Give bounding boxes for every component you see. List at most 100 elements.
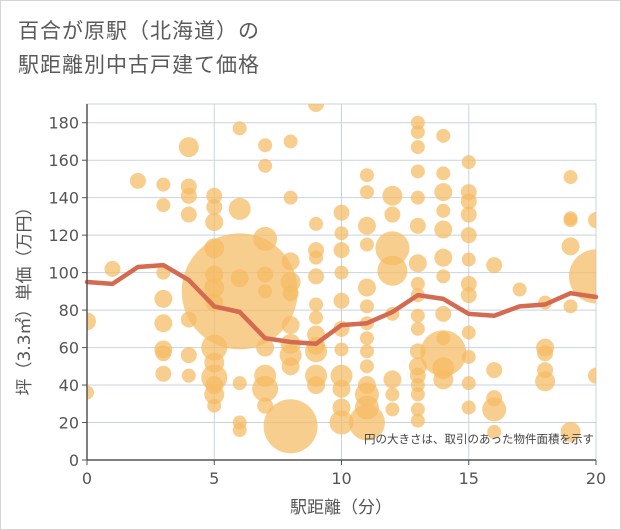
data-bubble	[486, 257, 503, 274]
data-bubble	[305, 340, 328, 363]
data-bubble	[482, 397, 507, 422]
data-bubble	[129, 172, 146, 189]
data-bubble	[178, 137, 199, 158]
data-bubble	[282, 285, 299, 302]
x-tick-label: 15	[459, 469, 479, 488]
data-bubble	[537, 345, 554, 362]
data-bubble	[410, 276, 425, 291]
data-bubble	[252, 375, 279, 402]
data-bubble	[156, 177, 171, 192]
x-tick-label: 5	[209, 469, 219, 488]
chart-annotation: 円の大きさは、取引のあった物件面積を示す	[364, 432, 594, 446]
data-bubble	[569, 249, 596, 304]
data-bubble	[460, 287, 477, 304]
data-bubble	[588, 212, 596, 229]
data-bubble	[232, 376, 247, 391]
data-bubble	[588, 367, 596, 384]
data-bubble	[434, 183, 453, 202]
data-bubble	[309, 297, 324, 312]
data-bubble	[359, 344, 374, 359]
data-bubble	[154, 289, 173, 308]
data-bubble	[460, 206, 477, 223]
data-bubble	[461, 252, 476, 267]
data-bubble	[258, 158, 273, 173]
data-bubble	[330, 364, 353, 387]
data-bubble	[410, 164, 425, 179]
data-bubble	[257, 266, 274, 283]
data-bubble	[206, 187, 223, 204]
data-bubble	[87, 385, 94, 400]
data-bubble	[205, 376, 224, 395]
data-bubble	[460, 275, 477, 292]
data-bubble	[283, 190, 298, 205]
data-bubble	[228, 197, 251, 220]
data-bubble	[385, 402, 400, 417]
x-axis-label: 駅距離（分）	[290, 498, 392, 518]
y-tick-label: 40	[59, 376, 79, 395]
data-bubble	[410, 125, 425, 140]
data-bubble	[333, 242, 350, 259]
data-bubble	[563, 170, 578, 185]
data-bubble	[332, 379, 351, 398]
data-bubble	[563, 299, 578, 314]
data-bubble	[357, 216, 376, 235]
data-bubble	[535, 371, 556, 392]
data-bubble	[156, 198, 171, 213]
y-tick-label: 140	[48, 189, 79, 208]
data-bubble	[258, 138, 273, 153]
data-bubble	[436, 166, 451, 181]
data-bubble	[348, 404, 385, 441]
data-bubble	[333, 204, 350, 221]
data-bubble	[384, 206, 401, 223]
data-bubble	[232, 423, 247, 438]
data-bubble	[408, 254, 427, 273]
data-bubble	[308, 268, 325, 285]
data-bubble	[561, 237, 580, 256]
data-bubble	[410, 413, 425, 428]
data-bubble	[205, 213, 224, 232]
trend-line-group	[84, 262, 599, 347]
data-bubble	[334, 226, 349, 241]
data-bubble	[155, 345, 172, 362]
data-bubble	[434, 248, 453, 267]
data-bubble	[257, 397, 274, 414]
data-bubble	[281, 357, 300, 376]
chart-title: 百合が原駅（北海道）の 駅距離別中古戸建て価格	[18, 14, 260, 82]
data-bubble	[281, 316, 300, 335]
data-bubble	[283, 134, 298, 149]
data-bubble	[382, 185, 403, 206]
data-bubble	[461, 325, 476, 340]
data-bubble	[436, 269, 451, 284]
data-bubble	[385, 387, 400, 402]
data-bubble	[334, 342, 349, 357]
data-bubble	[181, 233, 298, 350]
y-tick-label: 120	[48, 226, 79, 245]
data-bubble	[307, 376, 326, 395]
y-tick-label: 100	[48, 264, 79, 283]
data-bubble	[560, 421, 581, 442]
x-tick-label: 10	[331, 469, 351, 488]
data-bubble	[461, 349, 476, 364]
data-bubble	[461, 400, 476, 415]
data-bubble	[258, 284, 273, 299]
data-bubble	[436, 128, 451, 143]
data-bubble	[433, 369, 454, 390]
data-bubble	[308, 104, 325, 112]
data-bubble	[486, 362, 503, 379]
data-bubble	[359, 331, 374, 346]
x-tick-label: 0	[82, 469, 92, 488]
x-tick-label: 20	[586, 469, 606, 488]
y-tick-label: 160	[48, 151, 79, 170]
title-line-1: 百合が原駅（北海道）の	[18, 19, 260, 43]
y-tick-label: 180	[48, 114, 79, 133]
data-bubble	[487, 424, 502, 439]
data-bubble	[104, 260, 121, 277]
data-bubble	[410, 402, 425, 417]
data-bubble	[180, 187, 197, 204]
data-bubble	[309, 250, 324, 265]
data-bubble	[375, 231, 410, 266]
data-bubble	[377, 255, 408, 286]
data-bubble	[359, 299, 374, 314]
data-bubble	[460, 193, 477, 210]
title-line-2: 駅距離別中古戸建て価格	[18, 53, 260, 77]
